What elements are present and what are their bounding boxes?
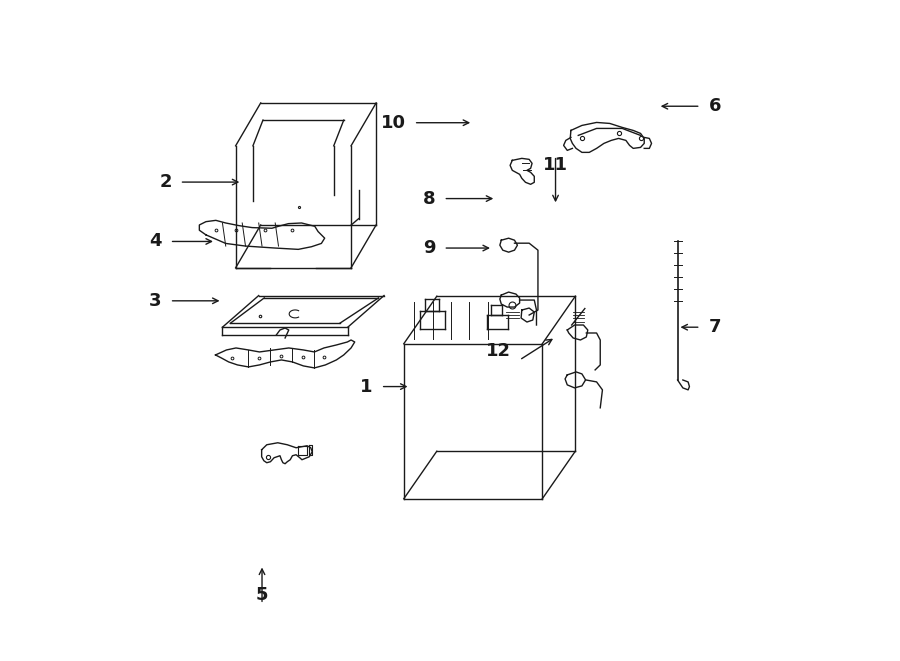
Text: 9: 9 [423, 239, 436, 257]
Text: 8: 8 [423, 190, 436, 208]
Text: 5: 5 [256, 586, 268, 604]
Text: 1: 1 [360, 377, 373, 395]
Text: 11: 11 [543, 156, 568, 174]
Text: 7: 7 [708, 318, 721, 336]
Text: 3: 3 [149, 292, 162, 310]
Text: 12: 12 [486, 342, 511, 360]
Text: 4: 4 [149, 233, 162, 251]
Text: 2: 2 [159, 173, 172, 191]
Text: 10: 10 [381, 114, 406, 132]
Text: 6: 6 [708, 97, 721, 115]
